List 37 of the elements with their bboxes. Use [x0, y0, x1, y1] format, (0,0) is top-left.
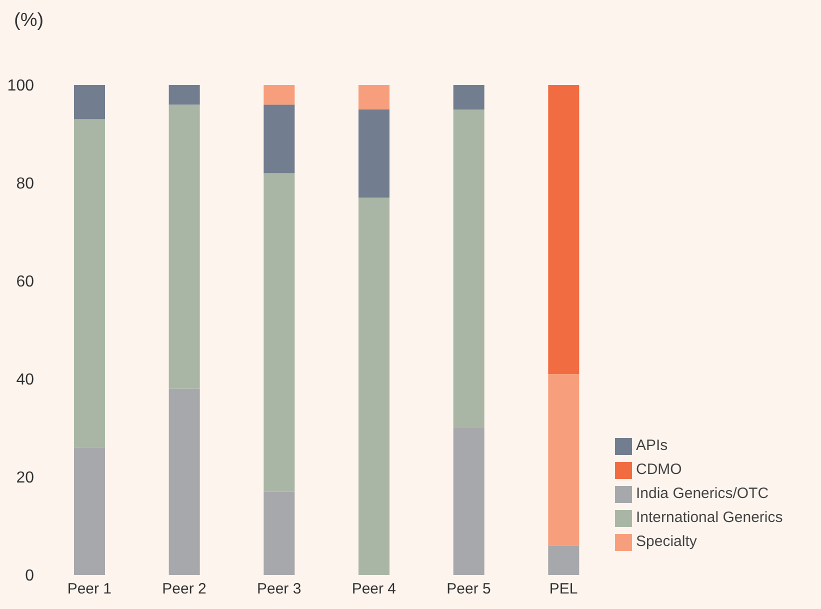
y-tick-label: 60 — [16, 274, 34, 291]
bar — [358, 198, 390, 575]
x-tick-label: Peer 1 — [67, 580, 112, 598]
bar — [74, 448, 105, 575]
x-tick-label: Peer 3 — [256, 580, 302, 598]
legend-label: Specialty — [636, 533, 697, 550]
bar — [548, 546, 580, 575]
legend-label: CDMO — [636, 461, 682, 478]
bar — [264, 492, 295, 575]
bar — [358, 85, 390, 110]
y-tick-label: 20 — [16, 470, 34, 487]
bar — [168, 388, 200, 575]
x-tick-label: Peer 4 — [352, 580, 396, 598]
y-tick-label: 40 — [16, 372, 34, 389]
bar — [74, 119, 105, 448]
legend-label: International Generics — [636, 509, 783, 526]
y-tick-label: 100 — [7, 78, 34, 95]
y-tick-label: 0 — [25, 568, 34, 585]
bar — [74, 85, 105, 120]
x-tick-label: PEL — [549, 580, 578, 598]
bar — [358, 110, 390, 198]
x-tick-label: Peer 5 — [446, 580, 491, 598]
bar — [264, 173, 295, 492]
x-tick-label: Peer 2 — [162, 580, 206, 598]
bar — [168, 104, 200, 389]
bar — [453, 428, 484, 575]
bar — [168, 85, 200, 105]
bar — [453, 110, 484, 428]
bar — [548, 374, 580, 546]
bar — [264, 104, 295, 174]
bar — [548, 85, 580, 374]
bar — [264, 85, 295, 105]
y-tick-label: 80 — [16, 176, 34, 193]
legend-label: India Generics/OTC — [636, 485, 769, 502]
legend-label: APIs — [636, 437, 668, 454]
y-axis-title: (%) — [14, 10, 44, 32]
bar — [453, 85, 484, 110]
